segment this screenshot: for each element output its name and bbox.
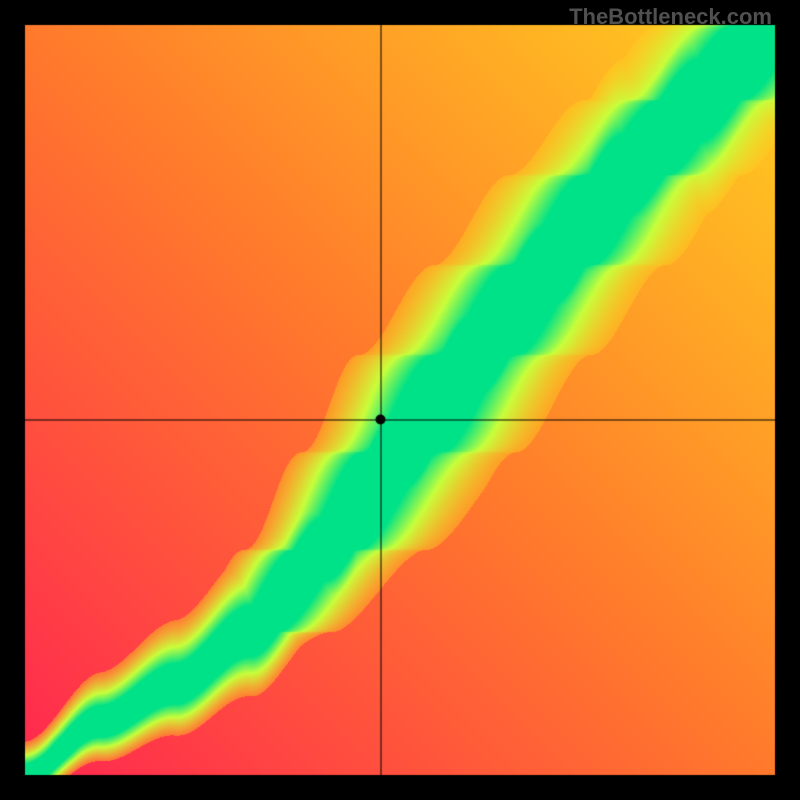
- bottleneck-heatmap: [0, 0, 800, 800]
- chart-container: TheBottleneck.com: [0, 0, 800, 800]
